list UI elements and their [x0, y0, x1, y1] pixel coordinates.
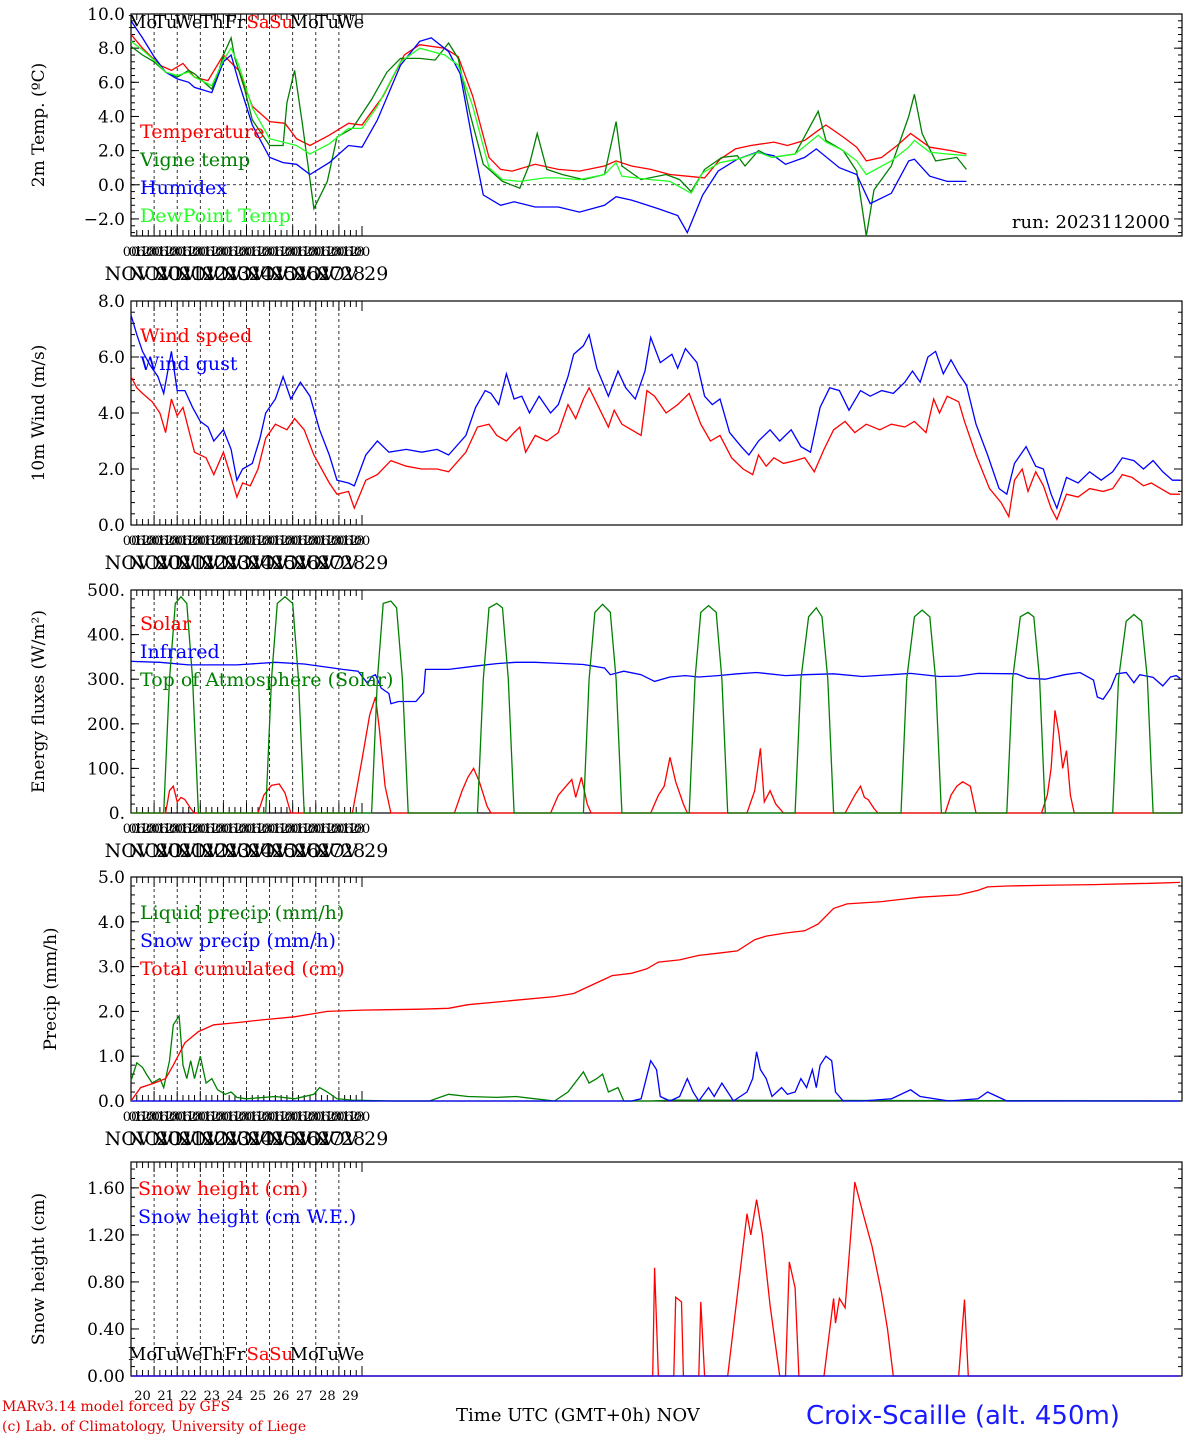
legend-entry: Infrared [140, 641, 220, 663]
y-tick-label: 0.40 [87, 1320, 125, 1340]
series-line-snow-precip-mm-h- [131, 1052, 1180, 1101]
y-tick-label: 0.80 [87, 1273, 125, 1293]
y-tick-label: 4.0 [98, 404, 125, 424]
x-axis-caption: Time UTC (GMT+0h) NOV [456, 1405, 700, 1426]
weekday-label: Fr [224, 12, 245, 33]
y-tick-label: 1.60 [87, 1179, 125, 1199]
y-tick-label: 6.0 [98, 348, 125, 368]
y-tick-label: 0.00 [87, 1367, 125, 1387]
weekday-label: Mo [128, 1344, 157, 1365]
series-line-temperature [131, 35, 966, 178]
legend-entry: Humidex [140, 177, 227, 199]
series-line-wind-gust [131, 315, 1180, 508]
series-line-wind-speed [131, 377, 1180, 520]
weekday-label: We [337, 1344, 365, 1365]
weekday-label: Mo [128, 12, 157, 33]
date-label: NOV 29 [313, 1128, 389, 1150]
panel-snow: 0.00 0.40 0.80 1.20 1.60 Snow height (cm) Snow… [29, 1162, 1182, 1400]
y-tick-label: 8.0 [98, 292, 125, 312]
y-tick-label: 100. [87, 759, 125, 779]
hour-tick-label: 00 [354, 245, 371, 260]
weekday-label: We [175, 1344, 203, 1365]
date-label: NOV 29 [313, 840, 389, 862]
y-axis-label: 2m Temp. (ºC) [29, 63, 49, 188]
legend-entry: Wind gust [140, 353, 238, 375]
panel-wind: 0.0 2.0 4.0 6.0 8.0 10m Wind (m/s) Wind speed W… [29, 292, 1182, 574]
y-tick-label: 4.0 [98, 107, 125, 127]
y-tick-label: 0.0 [98, 516, 125, 536]
legend-entry: Vigne temp [139, 149, 250, 171]
legend-entry: Liquid precip (mm/h) [140, 902, 344, 924]
legend-entry: Wind speed [140, 325, 252, 347]
station-name: Croix-Scaille (alt. 450m) [806, 1401, 1120, 1431]
meteogram: −2.0 0.0 2.0 4.0 6.0 8.0 10.0 2m Temp. (ºC) Temp… [0, 0, 1194, 1400]
y-tick-label: 400. [87, 626, 125, 646]
weekday-label: Tu [316, 12, 340, 33]
series-line-top-of-atmosphere-solar- [131, 597, 1180, 813]
y-tick-label: 1.20 [87, 1226, 125, 1246]
legend-entry: Snow height (cm) [138, 1178, 308, 1200]
hour-tick-label: 00 [354, 534, 371, 549]
weekday-label: We [175, 12, 203, 33]
date-label: NOV 29 [313, 552, 389, 574]
y-axis-label: Snow height (cm) [29, 1193, 49, 1345]
series-line-solar [131, 697, 1180, 813]
weekday-label: Th [200, 1344, 224, 1365]
model-credit: MARv3.14 model forced by GFS [2, 1399, 230, 1415]
y-tick-label: 5.0 [98, 868, 125, 888]
legend-entry: Temperature [140, 121, 264, 143]
hour-tick-label: 00 [354, 1110, 371, 1125]
weekday-label: Tu [316, 1344, 340, 1365]
plot-frame [131, 301, 1182, 525]
lab-credit: (c) Lab. of Climatology, University of L… [2, 1419, 306, 1435]
day-number-label: 28 [319, 1389, 336, 1400]
hour-tick-label: 00 [354, 822, 371, 837]
legend-entry: Solar [140, 613, 192, 635]
weekday-label: We [337, 12, 365, 33]
panel-temperature: −2.0 0.0 2.0 4.0 6.0 8.0 10.0 2m Temp. (ºC) Temp… [29, 5, 1182, 285]
weekday-label: Mo [290, 12, 319, 33]
day-number-label: 27 [296, 1389, 313, 1400]
y-tick-label: 300. [87, 670, 125, 690]
y-tick-label: 2.0 [98, 142, 125, 162]
y-tick-label: 0.0 [98, 176, 125, 196]
y-tick-label: 10.0 [87, 5, 125, 25]
y-tick-label: 0. [109, 804, 125, 824]
y-tick-label: 500. [87, 581, 125, 601]
run-annotation: run: 2023112000 [1012, 212, 1170, 233]
y-tick-label: 3.0 [98, 958, 125, 978]
legend-entry: Top of Atmosphere (Solar) [140, 669, 393, 691]
weekday-label: Fr [224, 1344, 245, 1365]
y-tick-label: 1.0 [98, 1047, 125, 1067]
plot-frame [131, 14, 1182, 236]
y-axis-label: Precip (mm/h) [41, 927, 61, 1050]
y-axis-label: Energy fluxes (W/m²) [29, 610, 49, 793]
y-tick-label: 0.0 [98, 1092, 125, 1112]
y-tick-label: 4.0 [98, 913, 125, 933]
day-number-label: 25 [250, 1389, 267, 1400]
legend-entry: Total cumulated (cm) [140, 958, 345, 980]
date-label: NOV 29 [313, 263, 389, 285]
day-number-label: 29 [342, 1389, 359, 1400]
y-axis-label: 10m Wind (m/s) [29, 345, 49, 482]
panel-energy: 0. 100. 200. 300. 400. 500. Energy fluxes (W/m… [29, 581, 1182, 862]
series-line-liquid-precip-mm-h- [131, 1016, 1180, 1101]
y-tick-label: 2.0 [98, 460, 125, 480]
weekday-label: Mo [290, 1344, 319, 1365]
plot-frame [131, 590, 1182, 813]
y-tick-label: −2.0 [84, 210, 125, 230]
y-tick-label: 2.0 [98, 1002, 125, 1022]
weekday-label: Th [200, 12, 224, 33]
weekday-label: Sa [247, 1344, 270, 1365]
legend-entry: Snow precip (mm/h) [140, 930, 336, 952]
y-tick-label: 6.0 [98, 73, 125, 93]
panel-precip: 0.0 1.0 2.0 3.0 4.0 5.0 Precip (mm/h) Liquid pr… [41, 868, 1182, 1150]
y-tick-label: 8.0 [98, 39, 125, 59]
legend-entry: Snow height (cm W.E.) [138, 1206, 356, 1228]
legend-entry: DewPoint Temp [140, 205, 291, 227]
day-number-label: 26 [273, 1389, 290, 1400]
y-tick-label: 200. [87, 715, 125, 735]
weekday-label: Sa [247, 12, 270, 33]
